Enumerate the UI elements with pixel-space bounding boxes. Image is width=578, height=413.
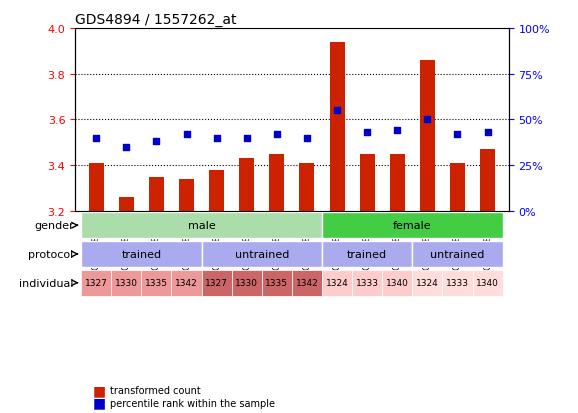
Bar xyxy=(179,179,194,211)
Text: trained: trained xyxy=(347,249,387,259)
FancyBboxPatch shape xyxy=(111,270,142,296)
FancyBboxPatch shape xyxy=(412,242,503,267)
FancyBboxPatch shape xyxy=(81,270,111,296)
Text: GDS4894 / 1557262_at: GDS4894 / 1557262_at xyxy=(75,12,236,26)
Point xyxy=(453,131,462,138)
Point xyxy=(272,131,281,138)
FancyBboxPatch shape xyxy=(202,270,232,296)
Bar xyxy=(299,164,314,211)
FancyBboxPatch shape xyxy=(442,270,473,296)
Point xyxy=(483,130,492,136)
Point xyxy=(392,128,402,134)
Bar xyxy=(390,154,405,211)
Text: 1330: 1330 xyxy=(235,278,258,287)
Text: 1340: 1340 xyxy=(386,278,409,287)
Point xyxy=(122,144,131,151)
Point xyxy=(242,135,251,142)
Bar xyxy=(329,43,344,211)
Text: 1324: 1324 xyxy=(325,278,349,287)
Bar xyxy=(269,154,284,211)
Text: 1327: 1327 xyxy=(205,278,228,287)
Point xyxy=(302,135,312,142)
Text: male: male xyxy=(188,221,216,231)
FancyBboxPatch shape xyxy=(81,213,322,239)
FancyBboxPatch shape xyxy=(142,270,172,296)
Point xyxy=(423,117,432,123)
FancyBboxPatch shape xyxy=(473,270,503,296)
Text: individual: individual xyxy=(19,278,73,288)
FancyBboxPatch shape xyxy=(262,270,292,296)
Point xyxy=(91,135,101,142)
Bar xyxy=(88,164,103,211)
Text: 1342: 1342 xyxy=(175,278,198,287)
Text: 1327: 1327 xyxy=(85,278,108,287)
FancyBboxPatch shape xyxy=(81,242,202,267)
Text: ■: ■ xyxy=(92,383,106,397)
FancyBboxPatch shape xyxy=(322,270,352,296)
Text: 1335: 1335 xyxy=(145,278,168,287)
Text: transformed count: transformed count xyxy=(110,385,201,395)
FancyBboxPatch shape xyxy=(322,242,412,267)
FancyBboxPatch shape xyxy=(352,270,382,296)
Text: 1335: 1335 xyxy=(265,278,288,287)
Text: gender: gender xyxy=(34,221,73,231)
FancyBboxPatch shape xyxy=(292,270,322,296)
Bar xyxy=(420,61,435,211)
Text: 1333: 1333 xyxy=(446,278,469,287)
Text: ■: ■ xyxy=(92,396,106,410)
Bar xyxy=(119,198,134,211)
Text: protocol: protocol xyxy=(28,249,73,259)
FancyBboxPatch shape xyxy=(322,213,503,239)
Text: 1333: 1333 xyxy=(355,278,379,287)
Text: 1342: 1342 xyxy=(295,278,318,287)
Text: trained: trained xyxy=(121,249,161,259)
FancyBboxPatch shape xyxy=(412,270,442,296)
FancyBboxPatch shape xyxy=(232,270,262,296)
Bar xyxy=(239,159,254,211)
Bar xyxy=(209,170,224,211)
FancyBboxPatch shape xyxy=(202,242,322,267)
Text: percentile rank within the sample: percentile rank within the sample xyxy=(110,398,275,408)
Text: 1340: 1340 xyxy=(476,278,499,287)
Text: female: female xyxy=(393,221,432,231)
Bar xyxy=(450,164,465,211)
Text: untrained: untrained xyxy=(235,249,289,259)
Point xyxy=(212,135,221,142)
FancyBboxPatch shape xyxy=(172,270,202,296)
FancyBboxPatch shape xyxy=(382,270,412,296)
Point xyxy=(152,139,161,145)
Point xyxy=(362,130,372,136)
Point xyxy=(182,131,191,138)
Bar xyxy=(149,177,164,211)
Point xyxy=(332,108,342,114)
Bar xyxy=(360,154,375,211)
Text: 1330: 1330 xyxy=(115,278,138,287)
Text: 1324: 1324 xyxy=(416,278,439,287)
Bar xyxy=(480,150,495,211)
Text: untrained: untrained xyxy=(430,249,484,259)
